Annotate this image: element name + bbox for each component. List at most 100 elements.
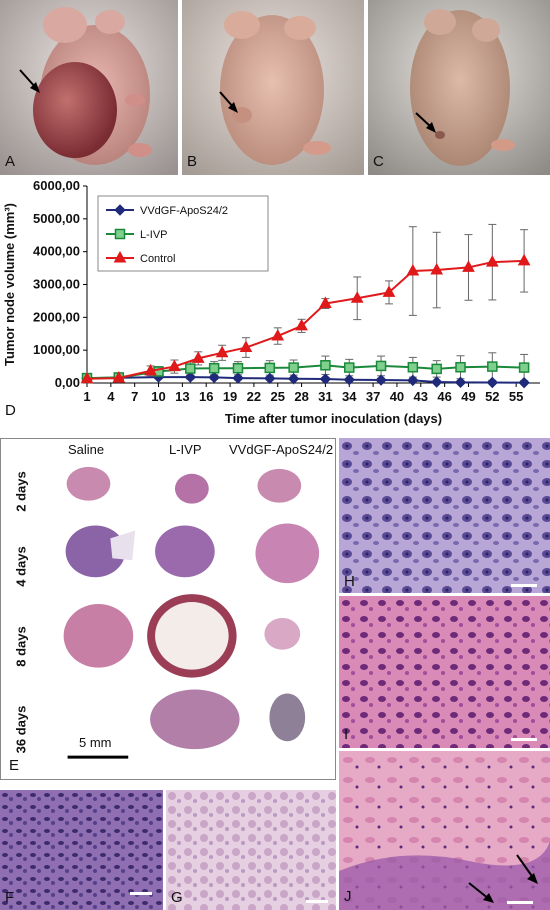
data-point: [430, 376, 443, 388]
column-header-vvdgf: VVdGF-ApoS24/2: [229, 442, 334, 457]
panel-label-j: J: [344, 888, 352, 905]
y-tick-label: 0,00: [55, 375, 80, 390]
row-label-2-days: 2 days: [13, 471, 29, 512]
x-tick-label: 43: [414, 389, 428, 404]
panel-h-histology: H: [339, 438, 550, 593]
legend-entry: VVdGF-ApoS24/2: [140, 205, 228, 217]
panel-g-histology: G: [166, 790, 336, 910]
legend-entry: L-IVP: [140, 229, 168, 241]
data-point: [232, 362, 244, 374]
data-point: [407, 361, 419, 373]
data-point: [485, 255, 499, 267]
data-point: [288, 362, 299, 373]
scale-bar-label: 5 mm: [79, 735, 112, 750]
data-point: [518, 376, 530, 389]
y-tick-label: 3000,00: [33, 277, 80, 292]
data-point: [264, 372, 276, 385]
mouse-a-image: [0, 0, 178, 175]
x-tick-label: 55: [509, 389, 523, 404]
column-header-saline: Saline: [68, 442, 105, 457]
panel-label-g: G: [171, 889, 183, 906]
panel-f-histology: F: [0, 790, 163, 910]
mouse-c-image: [368, 0, 550, 175]
y-tick-label: 4000,00: [33, 244, 80, 259]
data-point: [208, 371, 220, 384]
data-point: [454, 376, 467, 389]
legend-entry: Control: [140, 253, 175, 265]
data-point: [518, 362, 530, 373]
data-point: [208, 362, 220, 374]
arrow-icon: [468, 854, 538, 903]
legend-marker: [114, 204, 126, 216]
histology-h-image: [339, 438, 550, 593]
data-point: [375, 374, 387, 386]
x-tick-label: 13: [175, 389, 189, 404]
panel-d-chart: 0,00 1000,00 2000,00 3000,00 4000,00 5000,00 6…: [0, 176, 550, 431]
data-point: [80, 371, 94, 384]
row-label-8-days: 8 days: [13, 626, 29, 667]
x-tick-label: 40: [390, 389, 404, 404]
data-point: [344, 362, 355, 373]
panel-i-histology: I: [339, 596, 550, 748]
panel-e-tumor-sections: Saline L-IVP VVdGF-ApoS24/2 2 days 4 day…: [0, 438, 336, 780]
row-label-4-days: 4 days: [13, 546, 29, 587]
panel-label-i: I: [344, 726, 349, 743]
data-point: [287, 373, 300, 385]
y-tick-label: 6000,00: [33, 178, 80, 193]
histology-g-image: [166, 790, 336, 910]
data-point: [168, 359, 181, 372]
histology-j-image: [339, 751, 550, 910]
data-point: [112, 371, 126, 383]
data-point: [343, 374, 355, 386]
x-tick-label: 46: [437, 389, 451, 404]
data-point: [382, 285, 396, 297]
data-point: [319, 373, 332, 385]
y-axis-label: Tumor node volume (mm³): [2, 203, 17, 366]
panel-label-h: H: [344, 573, 355, 590]
panel-label-e: E: [9, 757, 20, 774]
x-tick-label: 1: [83, 389, 90, 404]
row-label-36-days: 36 days: [13, 705, 29, 754]
data-point: [185, 363, 196, 374]
series-line: [86, 376, 525, 384]
histology-i-image: [339, 596, 550, 748]
data-point: [295, 318, 308, 331]
panel-label-b: B: [187, 153, 198, 170]
histology-f-image: [0, 790, 163, 910]
data-point: [232, 372, 244, 384]
data-point: [350, 291, 364, 303]
x-tick-label: 34: [342, 389, 357, 404]
data-point: [486, 376, 499, 389]
legend-marker: [113, 250, 127, 263]
x-tick-label: 52: [485, 389, 499, 404]
tumor-volume-chart: 0,00 1000,00 2000,00 3000,00 4000,00 5000,00 6…: [2, 178, 540, 426]
data-point: [455, 361, 466, 373]
x-tick-label: 16: [199, 389, 213, 404]
panel-c-mouse-photo: C: [368, 0, 550, 175]
panel-a-mouse-photo: A: [0, 0, 178, 175]
data-point: [264, 362, 276, 374]
data-point: [406, 264, 420, 276]
x-tick-label: 25: [271, 389, 285, 404]
data-point: [431, 363, 442, 375]
x-tick-label: 31: [318, 389, 332, 404]
data-point: [215, 345, 229, 358]
x-axis-label: Time after tumor inoculation (days): [225, 411, 442, 426]
x-tick-label: 37: [366, 389, 380, 404]
data-point: [407, 374, 419, 387]
data-point: [517, 253, 531, 266]
tumor-sections-image: [1, 439, 335, 779]
data-point: [487, 361, 498, 372]
data-point: [184, 371, 197, 383]
arrow-icon: [219, 91, 238, 113]
data-point: [239, 340, 253, 353]
column-header-livp: L-IVP: [169, 442, 202, 457]
y-tick-label: 5000,00: [33, 211, 80, 226]
data-point: [191, 351, 205, 363]
x-tick-label: 19: [223, 389, 237, 404]
x-tick-label: 22: [247, 389, 261, 404]
legend-marker: [114, 228, 126, 240]
panel-b-mouse-photo: B: [182, 0, 364, 175]
data-point: [320, 360, 331, 371]
panel-label-c: C: [373, 153, 384, 170]
